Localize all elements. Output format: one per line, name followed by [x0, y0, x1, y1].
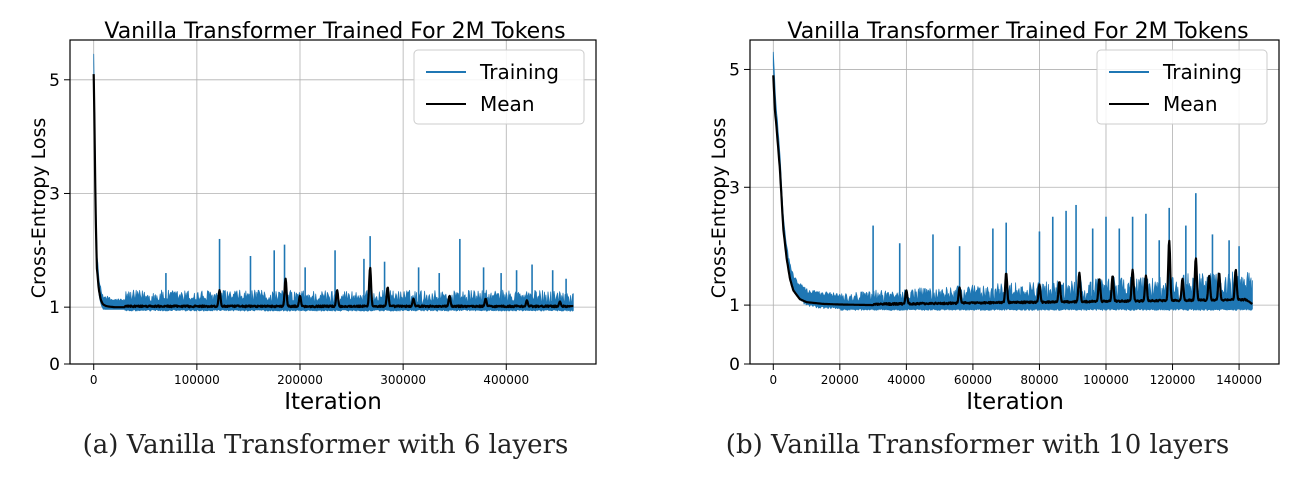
legend-label-mean: Mean — [480, 92, 535, 116]
plot-area: 0 1 3 5 0 20000 40000 60000 80000 100000 120000 140… — [729, 39, 1280, 387]
mean-series-line — [772, 75, 1254, 307]
legend-box — [1096, 49, 1268, 125]
x-tick-label: 0 — [769, 373, 777, 387]
x-tick-label: 40000 — [887, 373, 925, 387]
legend: Training Mean — [413, 49, 585, 125]
axes-frame — [749, 39, 1280, 365]
x-tick-label: 60000 — [954, 373, 992, 387]
x-tick-label: 100000 — [174, 373, 220, 387]
x-tick-label: 20000 — [821, 373, 859, 387]
y-tick-label: 5 — [49, 71, 60, 91]
x-tick-label: 140000 — [1216, 373, 1262, 387]
figure-caption: (a) Vanilla Transformer with 6 layers — [82, 430, 569, 460]
legend-label-training: Training — [479, 60, 559, 84]
x-tick-label: 200000 — [277, 373, 323, 387]
x-tick-label: 0 — [90, 373, 98, 387]
x-tick-label: 100000 — [1083, 373, 1129, 387]
legend: Training Mean — [1096, 49, 1268, 125]
axes-frame — [69, 39, 597, 365]
chart-a: Vanilla Transformer Trained For 2M Token… — [28, 19, 597, 415]
x-tick-label: 300000 — [380, 373, 426, 387]
legend-label-training: Training — [1162, 60, 1242, 84]
y-tick-label: 1 — [49, 298, 60, 318]
legend-box — [413, 49, 585, 125]
y-tick-label: 0 — [49, 355, 60, 375]
y-tick-label: 0 — [729, 355, 740, 375]
training-series-band — [93, 53, 574, 312]
chart-panel-b: Vanilla Transformer Trained For 2M Token… — [652, 0, 1303, 488]
plot-area: 0 1 3 5 0 100000 200000 300000 400000 Training Mea… — [49, 39, 597, 387]
x-tick-label: 120000 — [1150, 373, 1196, 387]
x-axis-label: Iteration — [284, 389, 382, 415]
y-axis-label: Cross-Entropy Loss — [708, 118, 730, 298]
x-tick-label: 400000 — [483, 373, 529, 387]
y-tick-label: 5 — [729, 60, 740, 80]
x-axis-label: Iteration — [966, 389, 1064, 415]
figure-caption: (b) Vanilla Transformer with 10 layers — [725, 430, 1230, 460]
y-axis-label: Cross-Entropy Loss — [28, 118, 50, 298]
chart-b: Vanilla Transformer Trained For 2M Token… — [708, 19, 1280, 415]
x-tick-label: 80000 — [1020, 373, 1058, 387]
chart-panel-a: Vanilla Transformer Trained For 2M Token… — [0, 0, 651, 488]
y-tick-label: 3 — [729, 178, 740, 198]
mean-series-line — [92, 74, 574, 309]
y-tick-label: 3 — [49, 184, 60, 204]
legend-label-mean: Mean — [1163, 92, 1218, 116]
y-tick-label: 1 — [729, 296, 740, 316]
